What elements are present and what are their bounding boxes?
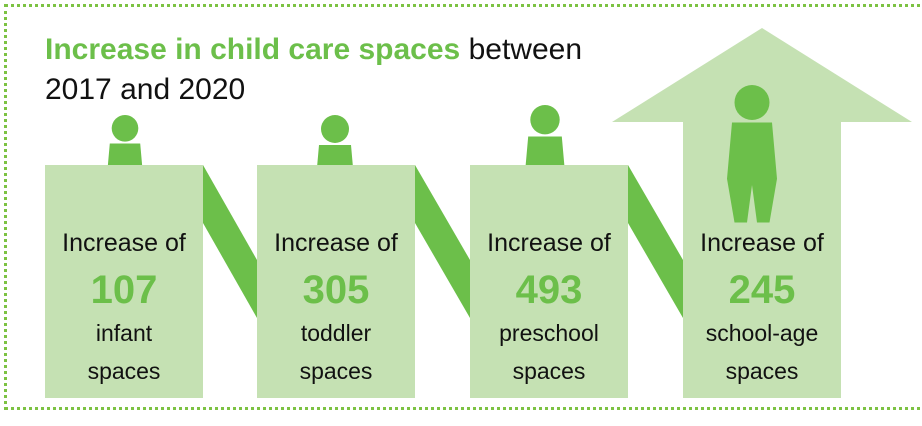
connector <box>203 165 257 318</box>
label-line: infant <box>45 314 203 352</box>
label-line: school-age <box>683 314 841 352</box>
infographic: Increase in child care spaces between 20… <box>0 0 922 426</box>
title: Increase in child care spaces between 20… <box>45 30 605 110</box>
connector <box>415 165 470 318</box>
prefix: Increase of <box>257 228 415 258</box>
label-line: preschool <box>470 314 628 352</box>
prefix: Increase of <box>470 228 628 258</box>
label-line: spaces <box>683 352 841 390</box>
label-line: spaces <box>257 352 415 390</box>
prefix: Increase of <box>45 228 203 258</box>
connector <box>628 165 683 318</box>
number: 493 <box>470 266 628 314</box>
prefix: Increase of <box>683 228 841 258</box>
label-line: toddler <box>257 314 415 352</box>
number: 107 <box>45 266 203 314</box>
child-head <box>321 115 349 143</box>
label-line: spaces <box>45 352 203 390</box>
child-head <box>112 115 139 142</box>
number: 305 <box>257 266 415 314</box>
title-highlight: Increase in child care spaces <box>45 33 460 66</box>
number: 245 <box>683 266 841 314</box>
label-line: spaces <box>470 352 628 390</box>
child-head <box>735 85 770 120</box>
